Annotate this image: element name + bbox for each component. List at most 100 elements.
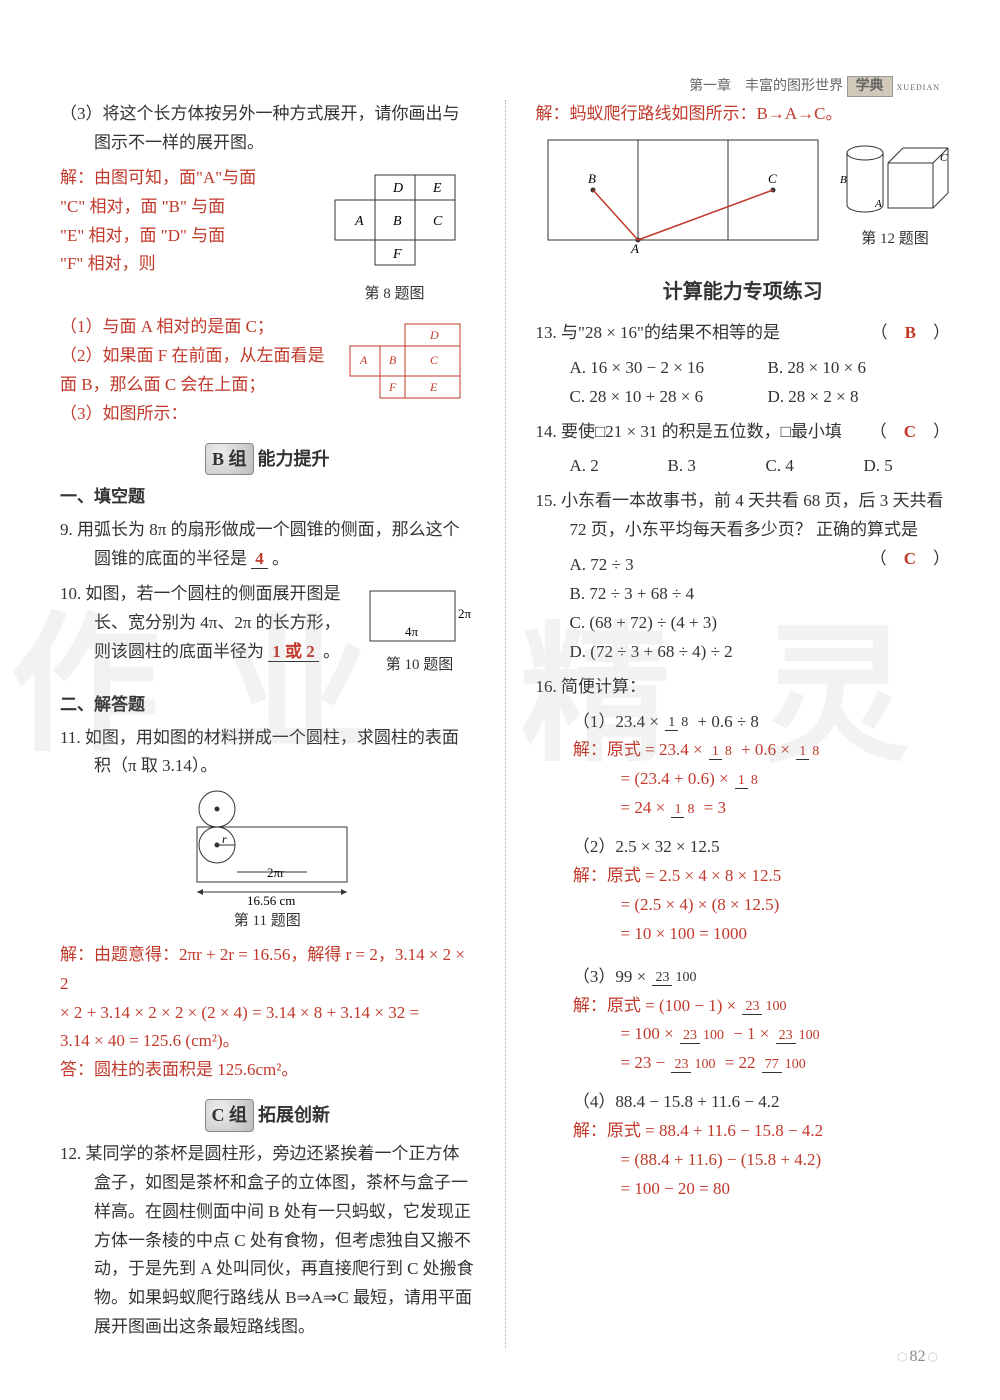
svg-text:F: F xyxy=(392,247,402,262)
svg-text:A: A xyxy=(630,241,639,255)
q16-1a: （1）23.4 × xyxy=(573,712,659,731)
q16-4-sol: = 100 − 20 = 80 xyxy=(536,1175,951,1204)
q13-options: A. 16 × 30 − 2 × 16 B. 28 × 10 × 6 C. 28… xyxy=(536,354,951,412)
section-c-title: 拓展创新 xyxy=(258,1105,330,1125)
svg-text:4π: 4π xyxy=(405,624,419,639)
svg-text:F: F xyxy=(388,380,397,394)
fig10-label: 第 10 题图 xyxy=(365,653,475,679)
q14-options: A. 2 B. 3 C. 4 D. 5 xyxy=(536,452,951,481)
fraction-icon: 18 xyxy=(665,715,691,730)
badge-c: C 组 xyxy=(205,1099,255,1132)
svg-text:E: E xyxy=(432,181,442,196)
q13-opt-b: B. 28 × 10 × 6 xyxy=(768,354,948,383)
q16-2-sol: = 10 × 100 = 1000 xyxy=(536,920,951,949)
chapter-title: 第一章 丰富的图形世界 xyxy=(689,79,843,94)
q15-opt-b: B. 72 ÷ 3 + 68 ÷ 4 xyxy=(570,580,750,609)
q13-text: 13. 与"28 × 16"的结果不相等的是 xyxy=(536,323,780,342)
svg-text:C: C xyxy=(940,152,948,164)
q10: 10. 如图，若一个圆柱的侧面展开图是长、宽分别为 4π、2π 的长方形，则该圆… xyxy=(60,580,357,679)
q16-3-sol: 解：原式 = (100 − 1) × 23100 xyxy=(536,992,951,1021)
rectangle-icon: 4π 2π xyxy=(365,586,475,651)
page-header: 第一章 丰富的图形世界 学典XUEDIAN xyxy=(689,75,940,99)
svg-text:C: C xyxy=(768,171,777,186)
fill-blank-heading: 一、填空题 xyxy=(60,483,475,512)
q15-opt-d: D. (72 ÷ 3 + 68 ÷ 4) ÷ 2 xyxy=(570,638,750,667)
two-column-layout: （3）将这个长方体按另外一种方式展开，请你画出与图示不一样的展开图。 解：由图可… xyxy=(60,100,950,1348)
svg-text:D: D xyxy=(392,181,403,196)
solve-heading: 二、解答题 xyxy=(60,691,475,720)
svg-text:B: B xyxy=(588,171,596,186)
q13-opt-a: A. 16 × 30 − 2 × 16 xyxy=(570,354,750,383)
q15-text: 15. 小东看一本故事书，前 4 天共看 68 页，后 3 天共看 72 页，小… xyxy=(536,491,944,539)
q11: 11. 如图，用如图的材料拼成一个圆柱，求圆柱的表面积（π 取 3.14）。 xyxy=(60,724,475,782)
q16-1: （1）23.4 × 18 + 0.6 ÷ 8 xyxy=(536,708,951,737)
q11-sol: 解：由题意得：2πr + 2r = 16.56，解得 r = 2，3.14 × … xyxy=(60,941,475,999)
left-column: （3）将这个长方体按另外一种方式展开，请你画出与图示不一样的展开图。 解：由图可… xyxy=(60,100,475,1348)
q10-end: 。 xyxy=(323,642,340,661)
unfolded-path-icon: B A C xyxy=(543,135,823,255)
q16-1-sol: 解：原式 = 23.4 × 18 + 0.6 × 18 xyxy=(536,736,951,765)
q14-opt-a: A. 2 xyxy=(570,452,650,481)
q16-4-sol: = (88.4 + 11.6) − (15.8 + 4.2) xyxy=(536,1146,951,1175)
brand-sub: XUEDIAN xyxy=(897,83,940,92)
calc-section-title: 计算能力专项练习 xyxy=(536,275,951,309)
net-diagram-alt-icon: D A B C F E xyxy=(345,319,475,409)
q12: 12. 某同学的茶杯是圆柱形，旁边还紧挨着一个正方体盒子，如图是茶杯和盒子的立体… xyxy=(60,1140,475,1342)
page-number: 82 xyxy=(895,1343,940,1370)
svg-text:A: A xyxy=(354,214,364,229)
q8-sol-line: "C" 相对，面 "B" 与面 xyxy=(60,193,305,222)
svg-text:E: E xyxy=(429,380,438,394)
q8-sol-a: （1）与面 A 相对的是面 C； xyxy=(60,313,335,342)
fig12-label: 第 12 题图 xyxy=(840,227,950,253)
q15: 15. 小东看一本故事书，前 4 天共看 68 页，后 3 天共看 72 页，小… xyxy=(536,487,951,545)
q11-sol: 3.14 × 40 = 125.6 (cm²)。 xyxy=(60,1027,475,1056)
fig11-label: 第 11 题图 xyxy=(60,909,475,935)
q12-sol: 解：蚂蚁爬行路线如图所示：B→A→C。 xyxy=(536,100,951,129)
q16-3: （3）99 × 23100 xyxy=(536,963,951,992)
svg-text:r: r xyxy=(222,832,227,846)
svg-text:C: C xyxy=(433,214,443,229)
q16-3-sol: = 100 × 23100 − 1 × 23100 xyxy=(536,1020,951,1049)
q15-opt-c: C. (68 + 72) ÷ (4 + 3) xyxy=(570,609,750,638)
figure-10: 4π 2π 第 10 题图 xyxy=(365,586,475,679)
q9: 9. 用弧长为 8π 的扇形做成一个圆锥的侧面，那么这个圆锥的底面的半径是 4 … xyxy=(60,516,475,574)
q14-text: 14. 要使□21 × 31 的积是五位数，□最小填 xyxy=(536,422,842,441)
q16-1-sol: = (23.4 + 0.6) × 18 xyxy=(536,765,951,794)
svg-text:D: D xyxy=(429,328,439,342)
q11-sol: 答：圆柱的表面积是 125.6cm²。 xyxy=(60,1056,475,1085)
q8-sol-line: 解：由图可知，面"A"与面 xyxy=(60,164,305,193)
q15-opt-a: A. 72 ÷ 3 xyxy=(570,551,750,580)
fig8-label: 第 8 题图 xyxy=(315,282,475,308)
right-column: 解：蚂蚁爬行路线如图所示：B→A→C。 B A C xyxy=(536,100,951,1348)
column-divider xyxy=(505,100,506,1348)
q13-opt-c: C. 28 × 10 + 28 × 6 xyxy=(570,383,750,412)
cup-cube-icon: A B C xyxy=(840,135,950,225)
q16-4: （4）88.4 − 15.8 + 11.6 − 4.2 xyxy=(536,1088,951,1117)
q13-answer: B xyxy=(905,323,916,342)
q14-opt-d: D. 5 xyxy=(864,452,944,481)
q8-sol-line: "F" 相对，则 xyxy=(60,250,305,279)
q13-opt-d: D. 28 × 2 × 8 xyxy=(768,383,948,412)
q14-answer: C xyxy=(904,422,916,441)
svg-text:A: A xyxy=(359,353,368,367)
q8-sol-b: （2）如果面 F 在前面，从左面看是面 B，那么面 C 会在上面； xyxy=(60,342,335,400)
q8-sol-c: （3）如图所示： xyxy=(60,400,335,429)
badge-b: B 组 xyxy=(205,443,254,476)
svg-text:B: B xyxy=(840,174,847,186)
cylinder-net-icon: r 2πr 16.56 cm xyxy=(167,787,367,907)
q14-opt-c: C. 4 xyxy=(766,452,846,481)
svg-text:B: B xyxy=(389,353,397,367)
net-diagram-icon: A B C D E F xyxy=(315,170,475,280)
q13: 13. 与"28 × 16"的结果不相等的是 （ B ） xyxy=(536,319,951,348)
q8-part3: （3）将这个长方体按另外一种方式展开，请你画出与图示不一样的展开图。 xyxy=(60,100,475,158)
section-b-heading: B 组能力提升 xyxy=(60,443,475,476)
q11-sol: × 2 + 3.14 × 2 × 2 × (2 × 4) = 3.14 × 8 … xyxy=(60,999,475,1028)
q16-1-sol: = 24 × 18 = 3 xyxy=(536,794,951,823)
q9-end: 。 xyxy=(272,549,289,568)
q16-2: （2）2.5 × 32 × 12.5 xyxy=(536,833,951,862)
q16-4-sol: 解：原式 = 88.4 + 11.6 − 15.8 − 4.2 xyxy=(536,1117,951,1146)
figure-11: r 2πr 16.56 cm 第 11 题图 xyxy=(60,787,475,935)
q8-sol-line: "E" 相对，面 "D" 与面 xyxy=(60,222,305,251)
q14: 14. 要使□21 × 31 的积是五位数，□最小填 （ C ） xyxy=(536,418,951,447)
svg-text:16.56 cm: 16.56 cm xyxy=(247,893,295,907)
